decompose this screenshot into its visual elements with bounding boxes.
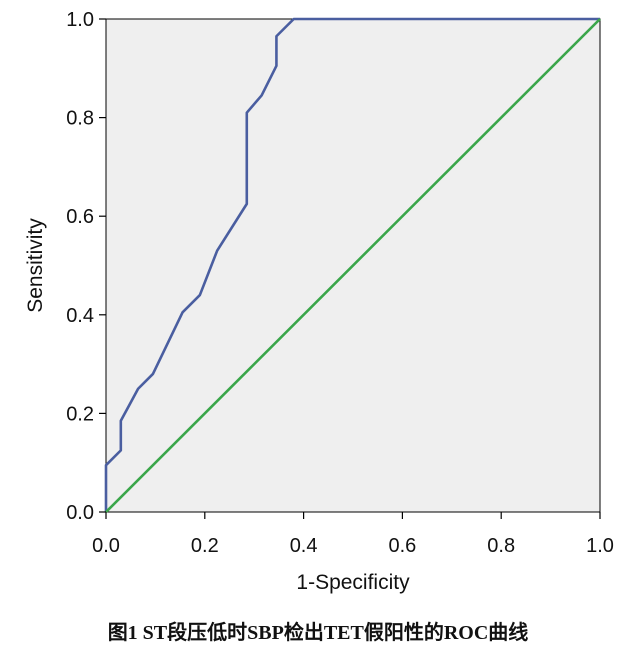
roc-curve-line [104,17,600,512]
x-tick-label: 0.0 [92,535,120,557]
x-tick-label: 0.8 [487,535,515,557]
reference-diagonal-line [105,18,601,513]
x-tick-label: 0.4 [290,535,318,557]
y-tick-label: 0.0 [66,502,94,524]
figure-caption: 图1 ST段压低时SBP检出TET假阳性的ROC曲线 [107,622,529,644]
axes-layer: 0.0 0.2 0.4 0.6 0.8 1.0 0.0 0.2 0.4 0.6 0.8 1.0 [66,9,614,557]
y-tick-label: 1.0 [66,9,94,31]
x-tick-label: 1.0 [586,535,614,557]
series-layer [104,17,601,513]
x-axis-label: 1-Specificity [296,571,410,594]
roc-chart: 0.0 0.2 0.4 0.6 0.8 1.0 0.0 0.2 0.4 0.6 0.8 1.0 1-S… [24,9,614,594]
x-tick-label: 0.6 [388,535,416,557]
y-tick-label: 0.6 [66,206,94,228]
y-axis-label: Sensitivity [24,218,47,313]
y-tick-label: 0.4 [66,305,94,327]
y-tick-label: 0.8 [66,108,94,130]
x-tick-label: 0.2 [191,535,219,557]
y-tick-label: 0.2 [66,403,94,425]
